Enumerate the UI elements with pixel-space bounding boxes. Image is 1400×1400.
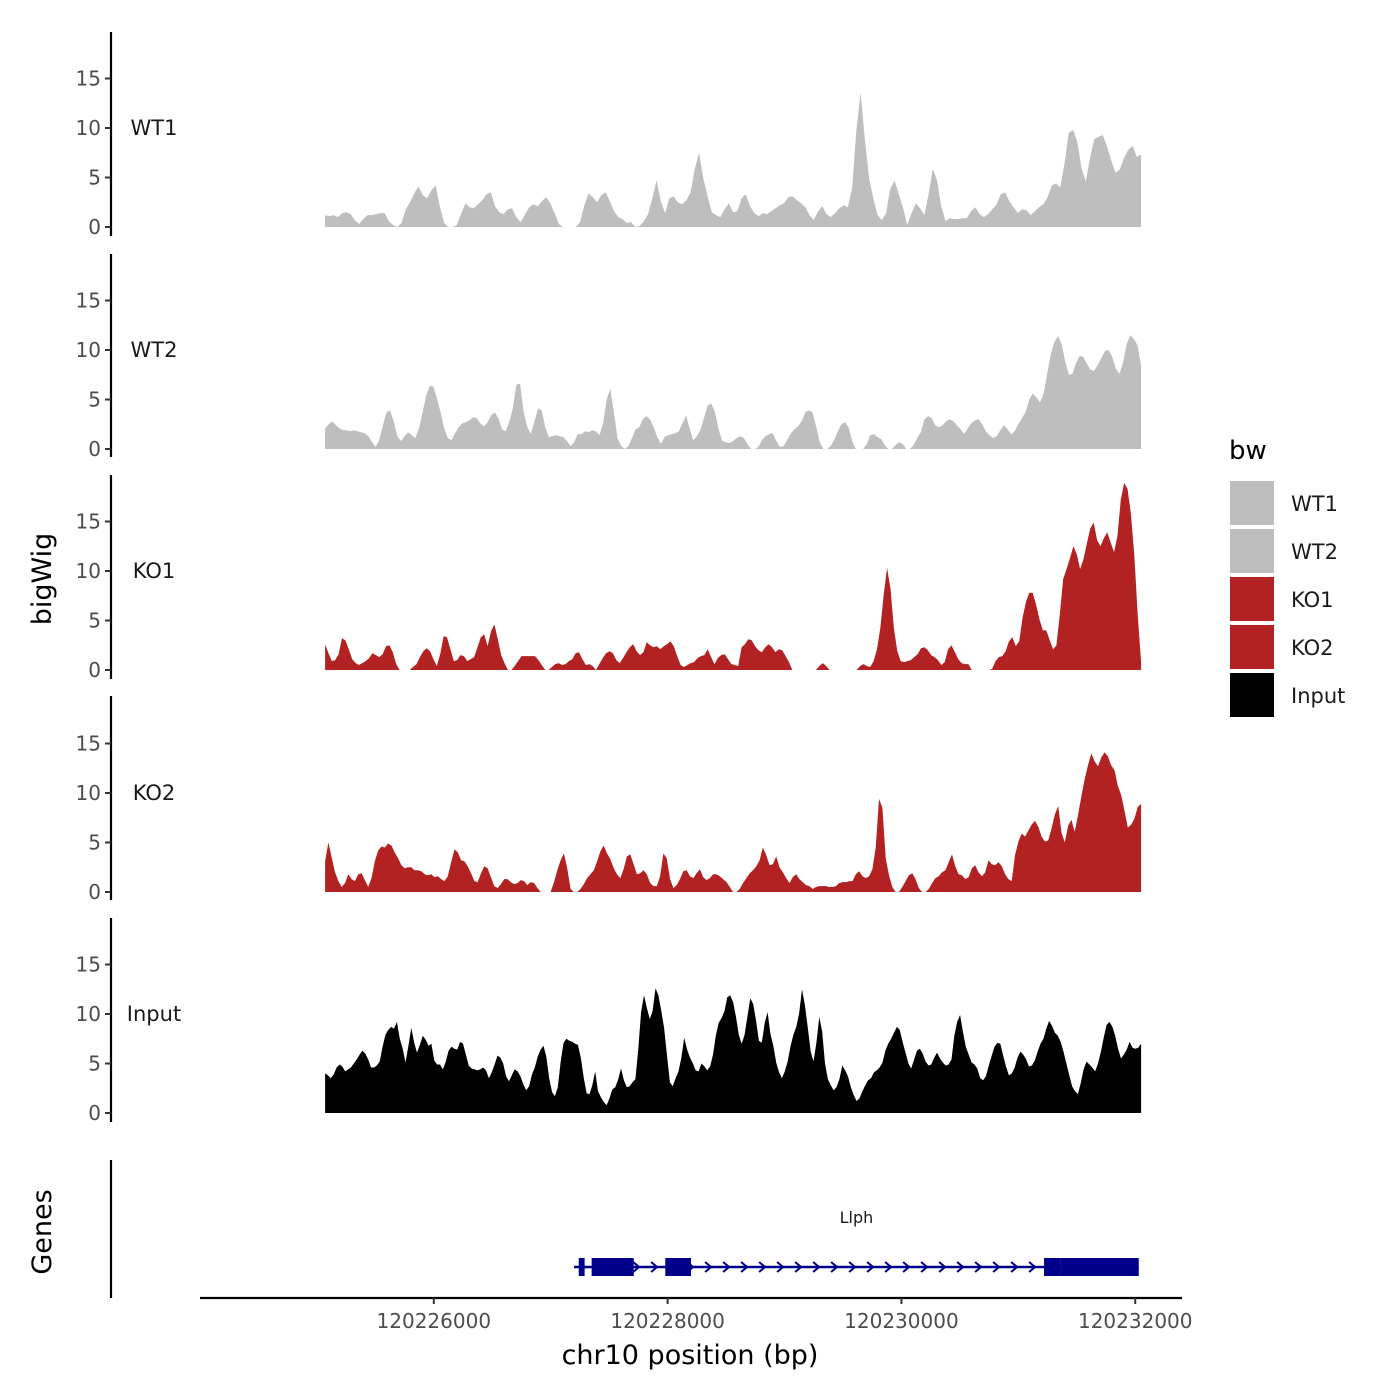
y-tick-label: 0: [88, 880, 101, 904]
track-wt1: 0 5 10 15 WT1: [76, 32, 1142, 239]
strand-arrow: [650, 1261, 659, 1273]
legend-label-ko1: KO1: [1291, 588, 1334, 612]
track-label-wt2: WT2: [131, 338, 178, 362]
legend-key-wt2: [1230, 529, 1274, 573]
strand-arrow: [956, 1261, 965, 1273]
strand-arrow: [812, 1261, 821, 1273]
gene-exon: [665, 1258, 691, 1276]
track-input: 0 5 10 15 Input: [76, 918, 1142, 1125]
gene-label: Llph: [840, 1208, 874, 1227]
y-tick-label: 10: [76, 1002, 101, 1026]
strand-arrow: [866, 1261, 875, 1273]
strand-arrow: [974, 1261, 983, 1273]
signal-area-ko2: [325, 752, 1142, 892]
track-wt2: 0 5 10 15 WT2: [76, 254, 1142, 461]
y-tick-label: 0: [88, 437, 101, 461]
strand-arrow: [758, 1261, 767, 1273]
y-tick-label: 5: [88, 609, 101, 633]
y-tick-label: 15: [76, 510, 101, 534]
track-label-input: Input: [127, 1002, 181, 1026]
y-tick-label: 10: [76, 338, 101, 362]
y-tick-label: 0: [88, 1101, 101, 1125]
y-tick-label: 0: [88, 658, 101, 682]
y-tick-label: 15: [76, 732, 101, 756]
x-tick-label: 120228000: [610, 1309, 725, 1333]
signal-area-ko1: [325, 482, 1142, 670]
track-ko1: 0 5 10 15 KO1: [76, 475, 1142, 682]
gene-exon: [578, 1258, 585, 1276]
strand-arrow: [830, 1261, 839, 1273]
track-label-ko1: KO1: [133, 559, 176, 583]
strand-arrow: [1010, 1261, 1019, 1273]
legend-key-wt1: [1230, 481, 1274, 525]
legend-key-ko2: [1230, 625, 1274, 669]
strand-arrow: [776, 1261, 785, 1273]
strand-arrow: [884, 1261, 893, 1273]
legend-label-wt1: WT1: [1291, 492, 1338, 516]
signal-area-wt2: [325, 335, 1142, 449]
x-tick-label: 120232000: [1078, 1309, 1193, 1333]
strand-arrow: [1028, 1261, 1037, 1273]
legend-key-input: [1230, 673, 1274, 717]
y-tick-label: 5: [88, 831, 101, 855]
legend: bw WT1 WT2 KO1 KO2 Input: [1229, 436, 1345, 717]
y-tick-label: 15: [76, 67, 101, 91]
strand-arrow: [992, 1261, 1001, 1273]
x-tick-label: 120230000: [844, 1309, 959, 1333]
strand-arrow: [794, 1261, 803, 1273]
y-tick-label: 5: [88, 1052, 101, 1076]
strand-arrow: [740, 1261, 749, 1273]
y-tick-label: 10: [76, 781, 101, 805]
y-tick-label: 10: [76, 116, 101, 140]
legend-label-input: Input: [1291, 684, 1345, 708]
x-tick-label: 120226000: [377, 1309, 492, 1333]
track-ko2: 0 5 10 15 KO2: [76, 696, 1142, 904]
y-tick-label: 0: [88, 215, 101, 239]
gene-panel-title: Genes: [27, 1189, 58, 1274]
strand-arrow: [632, 1261, 641, 1273]
y-tick-label: 5: [88, 166, 101, 190]
y-axis-title: bigWig: [27, 533, 58, 626]
y-tick-label: 10: [76, 559, 101, 583]
signal-area-input: [325, 988, 1142, 1113]
strand-arrow: [902, 1261, 911, 1273]
gene-exon: [591, 1258, 634, 1276]
strand-arrow: [704, 1261, 713, 1273]
signal-area-wt1: [325, 92, 1142, 228]
legend-title: bw: [1229, 436, 1267, 466]
legend-label-wt2: WT2: [1291, 540, 1338, 564]
gene-exon: [1044, 1258, 1061, 1276]
gene-exon: [1060, 1258, 1139, 1276]
track-label-wt1: WT1: [131, 116, 178, 140]
strand-arrow: [938, 1261, 947, 1273]
x-axis-title: chr10 position (bp): [562, 1340, 819, 1371]
y-tick-label: 15: [76, 289, 101, 313]
legend-key-ko1: [1230, 577, 1274, 621]
y-tick-label: 15: [76, 953, 101, 977]
x-axis: 120226000 120228000 120230000 120232000: [200, 1296, 1193, 1333]
strand-arrow: [920, 1261, 929, 1273]
strand-arrow: [722, 1261, 731, 1273]
strand-arrow: [848, 1261, 857, 1273]
legend-label-ko2: KO2: [1291, 636, 1334, 660]
track-label-ko2: KO2: [133, 781, 176, 805]
y-tick-label: 5: [88, 388, 101, 412]
signal-panels: 0 5 10 15 WT1 0 5 10 15 WT2 0 5 10 15 KO1 0 5 10 15 KO2 0 5 10…: [76, 32, 1142, 1125]
gene-panel: Llph: [109, 1160, 1139, 1298]
